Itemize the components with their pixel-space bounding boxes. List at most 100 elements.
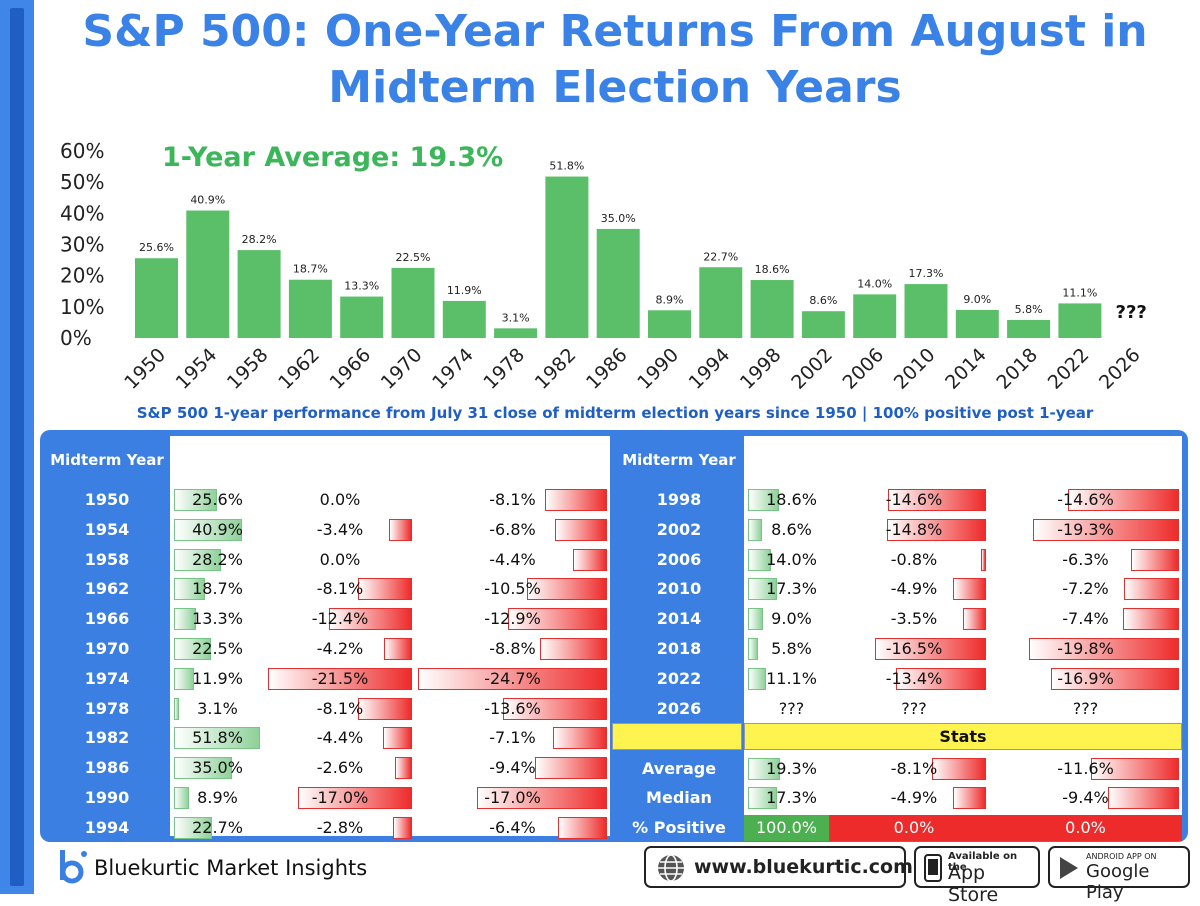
change-bar bbox=[748, 578, 777, 601]
loss-bar bbox=[383, 638, 412, 660]
x-tick-label: 2010 bbox=[890, 344, 940, 394]
stats-banner: Stats bbox=[744, 723, 1182, 750]
dd-bar bbox=[545, 489, 607, 511]
y-tick-label: 50% bbox=[60, 170, 104, 194]
bar bbox=[801, 311, 845, 338]
left-row-change: 18.7% bbox=[192, 579, 243, 599]
stats-change: 100.0% bbox=[755, 818, 817, 837]
x-tick-label: 1970 bbox=[377, 344, 427, 394]
stats-label-cell bbox=[612, 723, 742, 750]
stats-drawdown: -9.4% bbox=[1062, 788, 1109, 807]
left-row-year: 1950 bbox=[84, 490, 130, 509]
bar bbox=[340, 296, 384, 338]
right-row-change: 9.0% bbox=[771, 609, 812, 629]
bar-value-label: 3.1% bbox=[502, 311, 530, 324]
bar-value-label: 11.1% bbox=[1062, 286, 1097, 299]
x-tick-label: 2002 bbox=[787, 344, 837, 394]
left-row-change: 8.9% bbox=[197, 788, 238, 807]
left-row-loss: -21.5% bbox=[311, 668, 369, 688]
bar-value-label: 13.3% bbox=[344, 280, 379, 293]
change-bar bbox=[174, 608, 197, 631]
right-row-loss: -14.8% bbox=[885, 519, 943, 539]
left-row-change: 51.8% bbox=[192, 728, 243, 748]
left-row-loss: -4.4% bbox=[316, 728, 364, 748]
left-row-change: 22.5% bbox=[192, 639, 243, 658]
loss-bar bbox=[888, 489, 986, 511]
loss-bar bbox=[886, 518, 986, 541]
dd-bar bbox=[476, 787, 607, 809]
right-row-change: 11.1% bbox=[766, 668, 817, 688]
bar-value-label: 25.6% bbox=[139, 241, 174, 254]
x-tick-label: 1986 bbox=[582, 344, 632, 394]
right-row-loss: -3.5% bbox=[890, 609, 938, 629]
left-header-drawdown: 12M Max Drawdown (Peak->Trough) bbox=[427, 441, 598, 479]
change-bar bbox=[748, 489, 779, 511]
stats-row-label: Median bbox=[646, 788, 712, 807]
y-tick-label: 20% bbox=[60, 264, 104, 288]
loss-bar bbox=[953, 787, 986, 809]
bar-value-label: 22.5% bbox=[396, 251, 431, 264]
website-button[interactable]: www.bluekurtic.com bbox=[644, 846, 913, 888]
x-tick-label: 1950 bbox=[120, 344, 170, 394]
bar-value-label: 28.2% bbox=[242, 233, 277, 246]
right-row-year: 2022 bbox=[656, 668, 702, 688]
google-play-button[interactable]: ANDROID APP ON Google Play bbox=[1048, 846, 1190, 903]
change-bar bbox=[748, 787, 777, 809]
left-row-loss: -4.2% bbox=[316, 639, 364, 658]
left-row-year: 1974 bbox=[84, 668, 130, 688]
right-header-drawdown: 12M Max Drawdown (Peak->Trough) bbox=[1000, 441, 1171, 479]
returns-bar-chart: 0% 10% 20% 30% 40% 50% 60% 25.6% 1950 40.9% 1954 28… bbox=[60, 139, 1147, 394]
dd-bar bbox=[1131, 548, 1179, 571]
bar bbox=[135, 258, 178, 338]
right-row-loss: -16.5% bbox=[885, 639, 943, 658]
dd-bar bbox=[539, 638, 607, 660]
dd-bar bbox=[554, 518, 607, 541]
bar bbox=[853, 294, 897, 338]
right-row-loss: -13.4% bbox=[885, 668, 943, 688]
bar-value-label: 14.0% bbox=[857, 277, 892, 290]
left-row-year: 1990 bbox=[84, 788, 130, 807]
left-row-year: 1966 bbox=[84, 609, 130, 629]
app-store-button[interactable]: Available on the App Store bbox=[914, 846, 1040, 906]
left-row-year: 1954 bbox=[84, 519, 130, 539]
bar-value-label: 8.6% bbox=[809, 294, 837, 307]
loss-bar bbox=[394, 757, 412, 780]
right-row-year: 2014 bbox=[656, 609, 702, 629]
x-tick-label: 2026 bbox=[1095, 344, 1145, 394]
google-play-text: Google Play bbox=[1086, 861, 1150, 903]
right-row-drawdown: -19.3% bbox=[1057, 519, 1114, 539]
dd-bar bbox=[535, 757, 607, 780]
dd-bar bbox=[1124, 578, 1179, 601]
bar bbox=[955, 309, 999, 338]
x-tick-label: 1974 bbox=[428, 344, 478, 394]
left-row-drawdown: -24.7% bbox=[484, 668, 541, 688]
left-row-change: 35.0% bbox=[192, 758, 243, 778]
loss-bar bbox=[931, 758, 986, 780]
google-small-text: ANDROID APP ON bbox=[1086, 852, 1157, 861]
page-title: S&P 500: One-Year Returns From August in… bbox=[82, 6, 1148, 113]
dd-bar bbox=[1032, 518, 1179, 541]
y-tick-label: 10% bbox=[60, 295, 104, 319]
dd-bar bbox=[1107, 787, 1179, 809]
right-row-year: 1998 bbox=[656, 490, 702, 509]
left-row-change: 25.6% bbox=[192, 490, 243, 509]
left-row-loss: 0.0% bbox=[319, 490, 361, 509]
bar-value-label: 35.0% bbox=[601, 212, 636, 225]
change-bar bbox=[748, 608, 763, 631]
left-row-drawdown: -12.9% bbox=[484, 609, 541, 629]
stats-drawdown: -11.6% bbox=[1057, 759, 1114, 778]
y-tick-label: 40% bbox=[60, 201, 104, 225]
stats-loss: 0.0% bbox=[893, 818, 935, 837]
y-tick-label: 60% bbox=[60, 139, 104, 163]
dd-bar bbox=[1122, 608, 1179, 631]
right-row-change: ??? bbox=[778, 698, 805, 718]
loss-bar bbox=[382, 727, 412, 750]
x-tick-label: 1998 bbox=[736, 344, 786, 394]
x-tick-label: 1994 bbox=[685, 344, 735, 394]
y-tick-label: 0% bbox=[60, 326, 92, 350]
bar-value-label: ??? bbox=[1116, 302, 1147, 323]
stats-drawdown: 0.0% bbox=[1065, 818, 1106, 837]
left-header-loss: 12M Max Loss (Start->Trough) bbox=[273, 441, 407, 479]
left-accent-bar bbox=[0, 0, 34, 894]
left-row-drawdown: -4.4% bbox=[489, 549, 536, 569]
